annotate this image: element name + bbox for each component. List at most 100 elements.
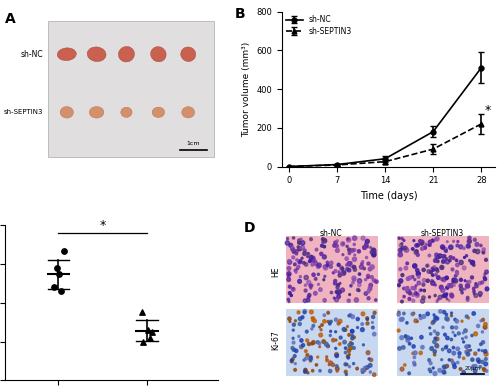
Circle shape [308,342,310,346]
Circle shape [400,317,404,321]
Circle shape [431,321,434,324]
Circle shape [300,345,302,348]
Circle shape [446,286,449,289]
Circle shape [328,364,330,365]
Circle shape [403,295,405,298]
Circle shape [353,248,356,251]
Circle shape [470,276,474,279]
Circle shape [298,239,302,242]
Circle shape [350,329,354,333]
Circle shape [401,274,404,277]
Circle shape [446,260,450,264]
Circle shape [375,280,378,283]
Circle shape [412,314,414,316]
Bar [48,21,214,157]
Y-axis label: Tumor volume (mm³): Tumor volume (mm³) [242,42,251,137]
Text: Ki-67: Ki-67 [271,331,280,350]
Circle shape [296,267,298,270]
Point [148,329,156,335]
Circle shape [304,289,307,292]
Circle shape [420,299,424,303]
Circle shape [438,310,442,313]
Circle shape [413,240,415,242]
Circle shape [421,345,424,349]
Circle shape [292,256,294,259]
Circle shape [441,278,444,281]
Circle shape [354,268,356,271]
Circle shape [329,334,332,336]
Circle shape [330,320,332,323]
Circle shape [446,314,448,315]
Circle shape [306,298,310,302]
Circle shape [450,293,453,296]
Circle shape [478,282,482,285]
Circle shape [450,359,453,362]
Circle shape [300,238,302,240]
Circle shape [452,257,454,260]
Circle shape [417,281,420,285]
Circle shape [289,243,292,247]
Circle shape [299,260,302,263]
Circle shape [353,336,356,339]
Circle shape [308,260,311,263]
Text: 20μm: 20μm [464,366,480,371]
Circle shape [454,279,457,282]
Circle shape [408,298,411,300]
Circle shape [342,270,344,273]
Circle shape [466,284,469,288]
Circle shape [437,299,439,301]
Circle shape [433,266,436,269]
Ellipse shape [152,107,164,118]
Circle shape [446,241,448,242]
Circle shape [433,314,435,316]
Circle shape [413,356,416,359]
Circle shape [354,298,358,302]
Circle shape [465,345,468,348]
Circle shape [403,239,405,241]
Circle shape [306,330,308,333]
Circle shape [404,249,406,251]
Circle shape [466,298,469,301]
Circle shape [365,242,367,244]
Circle shape [438,295,442,299]
Circle shape [428,359,430,362]
Circle shape [454,275,457,277]
Circle shape [361,236,365,240]
Circle shape [414,291,418,294]
Circle shape [467,240,471,244]
Point [144,327,152,333]
Circle shape [400,318,403,321]
Circle shape [372,248,376,252]
Circle shape [434,330,436,333]
Circle shape [334,318,338,321]
Circle shape [415,285,417,287]
Circle shape [441,359,442,361]
Circle shape [323,279,324,281]
Circle shape [468,345,470,347]
Circle shape [369,288,372,290]
Circle shape [459,284,462,288]
Circle shape [346,264,348,266]
Circle shape [435,345,438,348]
Circle shape [454,318,456,321]
Circle shape [358,289,360,291]
Circle shape [401,246,404,249]
Circle shape [324,265,326,268]
Circle shape [457,241,459,242]
Circle shape [292,348,296,351]
Circle shape [320,329,322,331]
Circle shape [450,338,452,341]
Circle shape [402,287,405,290]
Circle shape [481,360,484,364]
Circle shape [448,300,450,301]
Circle shape [334,270,337,272]
Circle shape [426,265,428,267]
Circle shape [465,336,467,338]
Circle shape [463,247,465,249]
Point [52,265,60,271]
Circle shape [306,256,308,258]
Circle shape [404,335,407,338]
Circle shape [347,357,350,359]
Circle shape [287,272,291,276]
Circle shape [336,284,340,286]
